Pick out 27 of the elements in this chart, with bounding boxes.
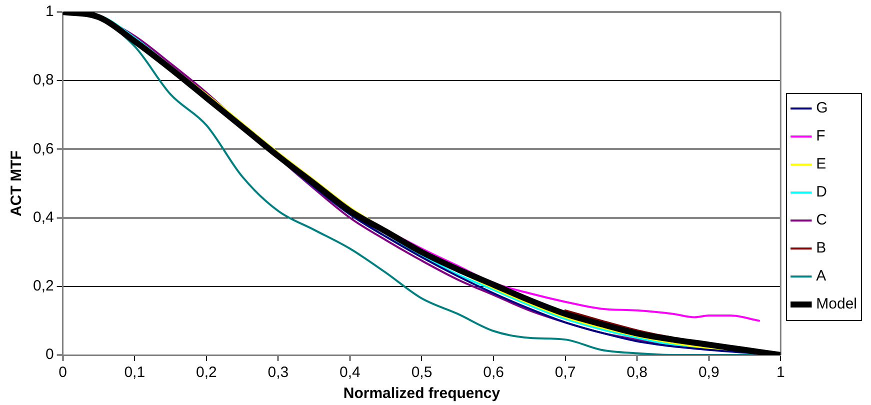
y-axis-title: ACT MTF — [8, 150, 26, 216]
y-tick-label: 0,6 — [32, 140, 54, 158]
legend-label: F — [816, 128, 826, 145]
y-tick-label: 0 — [46, 346, 54, 364]
x-tick-label: 0,5 — [411, 364, 432, 382]
x-tick-label: 1 — [776, 364, 785, 382]
legend-label: E — [816, 156, 826, 173]
x-tick-label: 0,7 — [554, 364, 576, 382]
legend-label: G — [816, 100, 828, 117]
legend-label: A — [816, 268, 826, 285]
legend-label: D — [816, 184, 828, 201]
x-tick-label: 0,9 — [698, 364, 720, 382]
x-tick-label: 0,4 — [340, 364, 360, 382]
legend-label: B — [816, 240, 826, 257]
x-tick-label: 0,1 — [124, 364, 146, 382]
x-tick-label: 0,8 — [626, 364, 648, 382]
y-tick-label: 0,2 — [32, 278, 54, 295]
y-tick-label: 1 — [46, 3, 54, 20]
x-tick-label: 0,6 — [483, 364, 504, 382]
legend-label: Model — [816, 296, 858, 313]
y-tick-label: 0,4 — [32, 208, 54, 226]
x-tick-label: 0,3 — [268, 364, 289, 382]
x-tick-label: 0,2 — [196, 364, 217, 382]
x-tick-label: 0 — [58, 364, 68, 382]
x-axis-title: Normalized frequency — [343, 385, 501, 402]
legend-label: C — [816, 212, 828, 229]
y-tick-label: 0,8 — [32, 72, 54, 89]
